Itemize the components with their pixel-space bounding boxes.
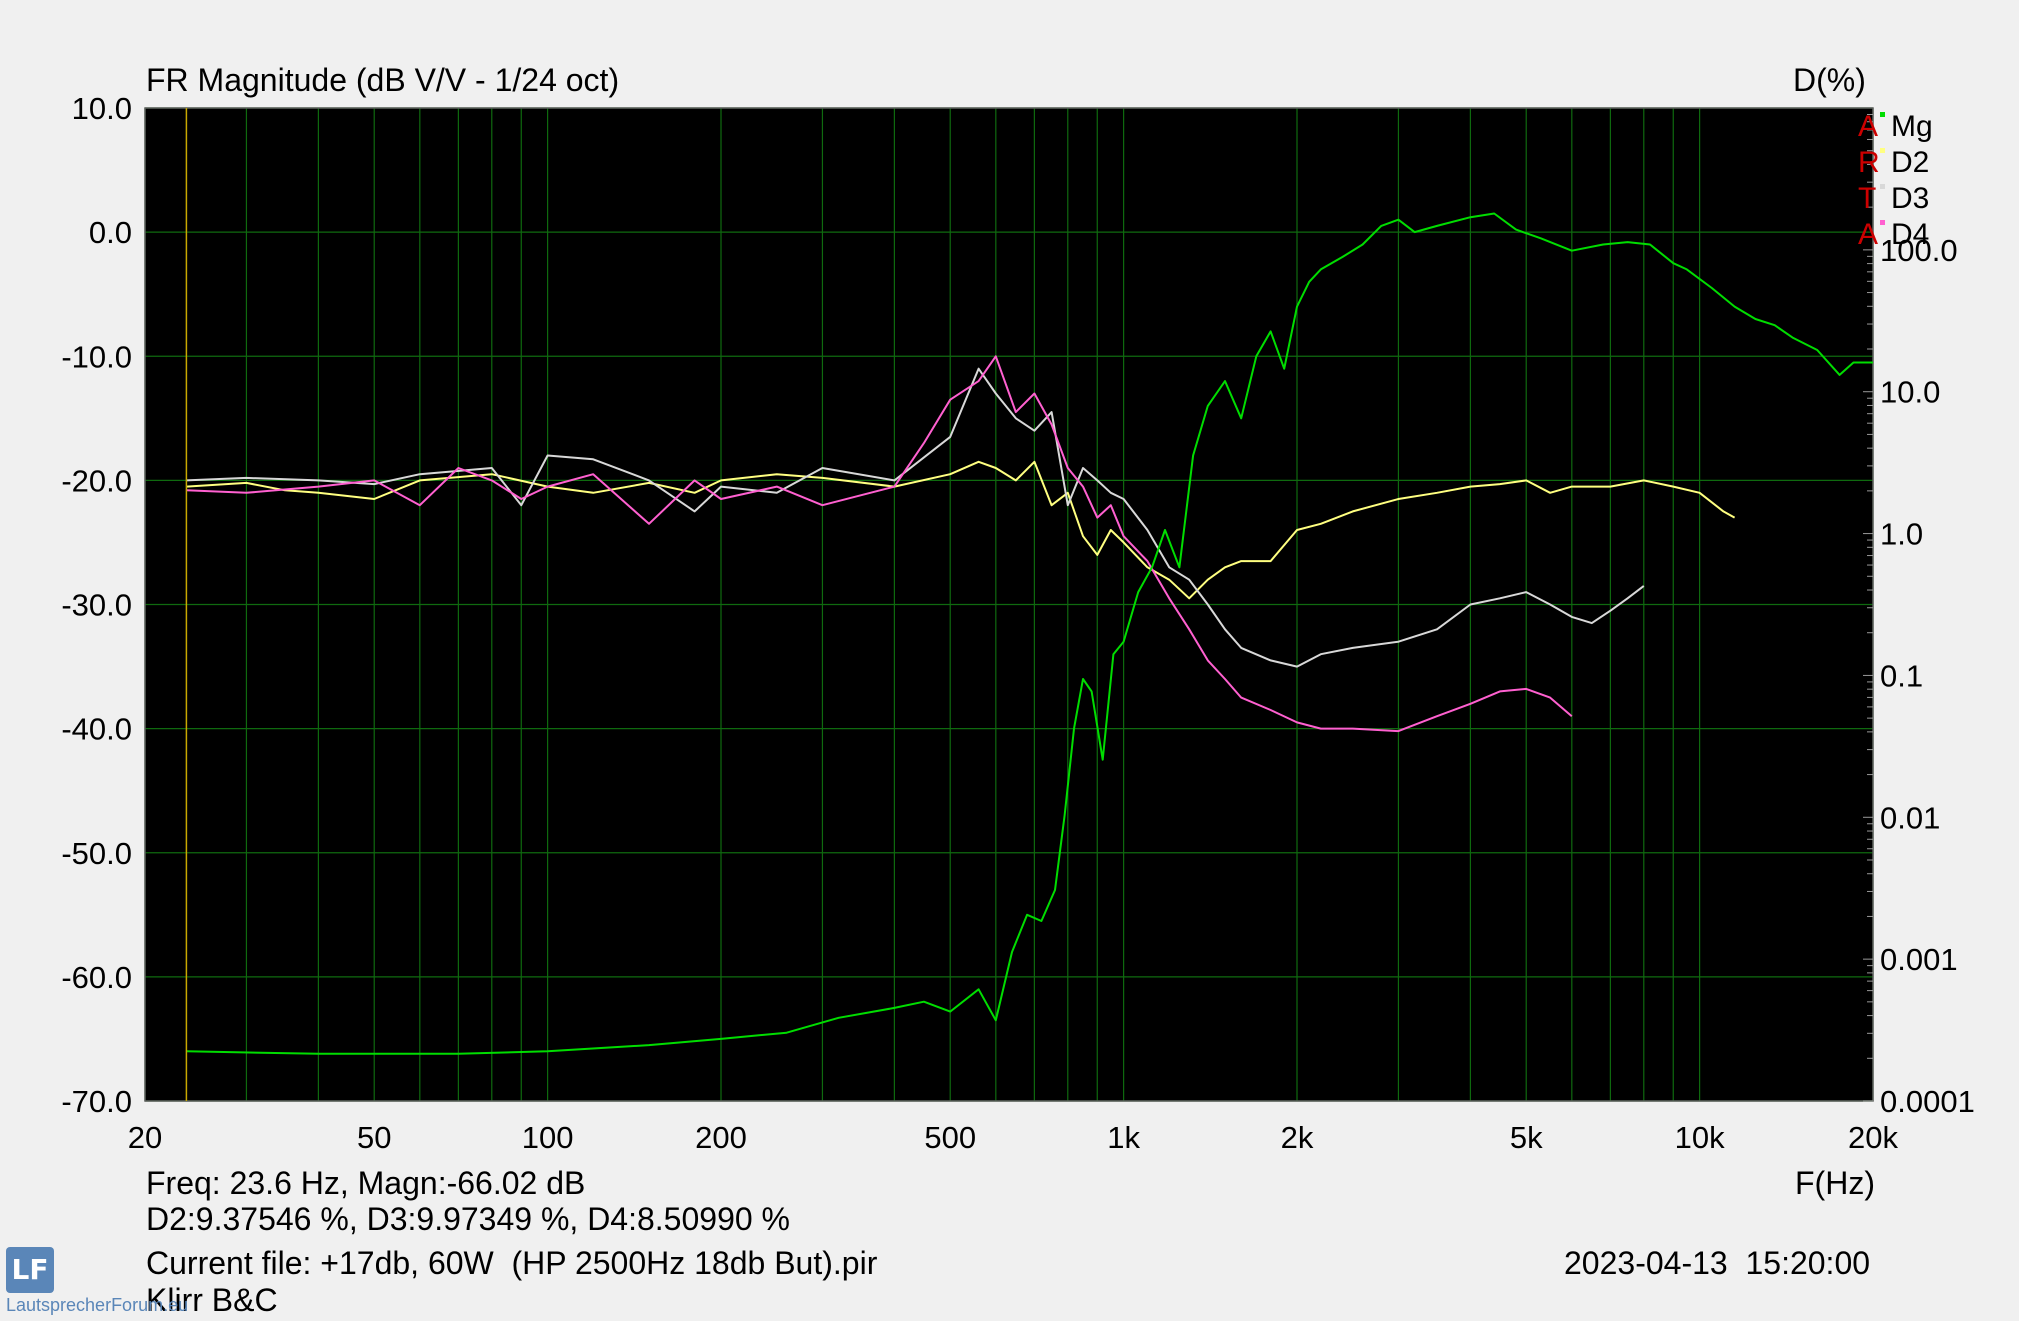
- measurement-note: Klirr B&C: [146, 1282, 278, 1318]
- legend-prefix: A: [1858, 218, 1878, 251]
- legend-entry-mg: Mg: [1891, 110, 1933, 143]
- series-line-d2: [186, 460, 1736, 600]
- x-tick-label: 20: [128, 1120, 162, 1155]
- legend-prefix: T: [1858, 182, 1876, 215]
- y-right-tick-label: 0.1: [1880, 658, 1923, 693]
- plot-frame: [144, 107, 1874, 1102]
- axis-ticks: 20 50 100 200 500 1k 2k 5k 10k 20k 10.0 0.0 -10.0 -20…: [61, 91, 1975, 1155]
- x-tick-label: 100: [522, 1120, 574, 1155]
- legend-swatch-d2: [1880, 148, 1885, 153]
- legend-prefix: R: [1858, 146, 1880, 179]
- y-right-tick-label: 10.0: [1880, 375, 1940, 410]
- y-right-tick-label: 0.001: [1880, 942, 1958, 977]
- y-tick-label: -40.0: [61, 712, 132, 747]
- chart-title: FR Magnitude (dB V/V - 1/24 oct): [146, 62, 620, 98]
- x-tick-label: 20k: [1848, 1120, 1898, 1155]
- legend-entry-d3: D3: [1891, 182, 1929, 215]
- series-line-d4: [186, 355, 1573, 733]
- forum-watermark: LautsprecherForum.eu: [6, 1295, 189, 1315]
- legend-swatch-d3: [1880, 184, 1885, 189]
- x-axis-label: F(Hz): [1795, 1165, 1875, 1201]
- x-tick-label: 200: [695, 1120, 747, 1155]
- series-layer: [186, 212, 1873, 1055]
- legend-prefix: A: [1858, 110, 1878, 143]
- x-tick-label: 2k: [1281, 1120, 1314, 1155]
- x-tick-label: 5k: [1510, 1120, 1543, 1155]
- timestamp: 2023-04-13 15:20:00: [1564, 1245, 1871, 1281]
- x-tick-label: 1k: [1107, 1120, 1140, 1155]
- series-line-mg: [186, 212, 1873, 1055]
- y-tick-label: -20.0: [61, 463, 132, 498]
- grid-lines: [144, 107, 1874, 1102]
- legend-swatch-mg: [1880, 112, 1885, 117]
- y-tick-label: -10.0: [61, 339, 132, 374]
- x-tick-label: 10k: [1675, 1120, 1725, 1155]
- forum-logo-icon: LF: [6, 1247, 54, 1293]
- y-tick-label: -50.0: [61, 836, 132, 871]
- series-line-d3: [186, 367, 1645, 668]
- y-tick-label: -30.0: [61, 588, 132, 623]
- y-tick-label: 0.0: [89, 215, 132, 250]
- y-right-tick-label: 1.0: [1880, 517, 1923, 552]
- legend-swatch-d4: [1880, 220, 1885, 225]
- x-tick-label: 500: [924, 1120, 976, 1155]
- y-tick-label: -70.0: [61, 1084, 132, 1119]
- right-axis-title: D(%): [1793, 62, 1866, 98]
- cursor-readout-freq: Freq: 23.6 Hz, Magn:-66.02 dB: [146, 1165, 586, 1201]
- legend-entry-d4: D4: [1891, 218, 1929, 251]
- cursor-readout-distortion: D2:9.37546 %, D3:9.97349 %, D4:8.50990 %: [146, 1201, 790, 1237]
- x-tick-label: 50: [357, 1120, 391, 1155]
- y-right-tick-label: 0.01: [1880, 800, 1940, 835]
- y-right-tick-label: 0.0001: [1880, 1084, 1975, 1119]
- y-tick-label: 10.0: [72, 91, 132, 126]
- current-file: Current file: +17db, 60W (HP 2500Hz 18db…: [146, 1245, 878, 1281]
- legend-entry-d2: D2: [1891, 146, 1929, 179]
- legend: A Mg R D2 T D3 A D4: [1858, 110, 1933, 251]
- y-tick-label: -60.0: [61, 960, 132, 995]
- y-right-tick-label: 100.0: [1880, 233, 1958, 268]
